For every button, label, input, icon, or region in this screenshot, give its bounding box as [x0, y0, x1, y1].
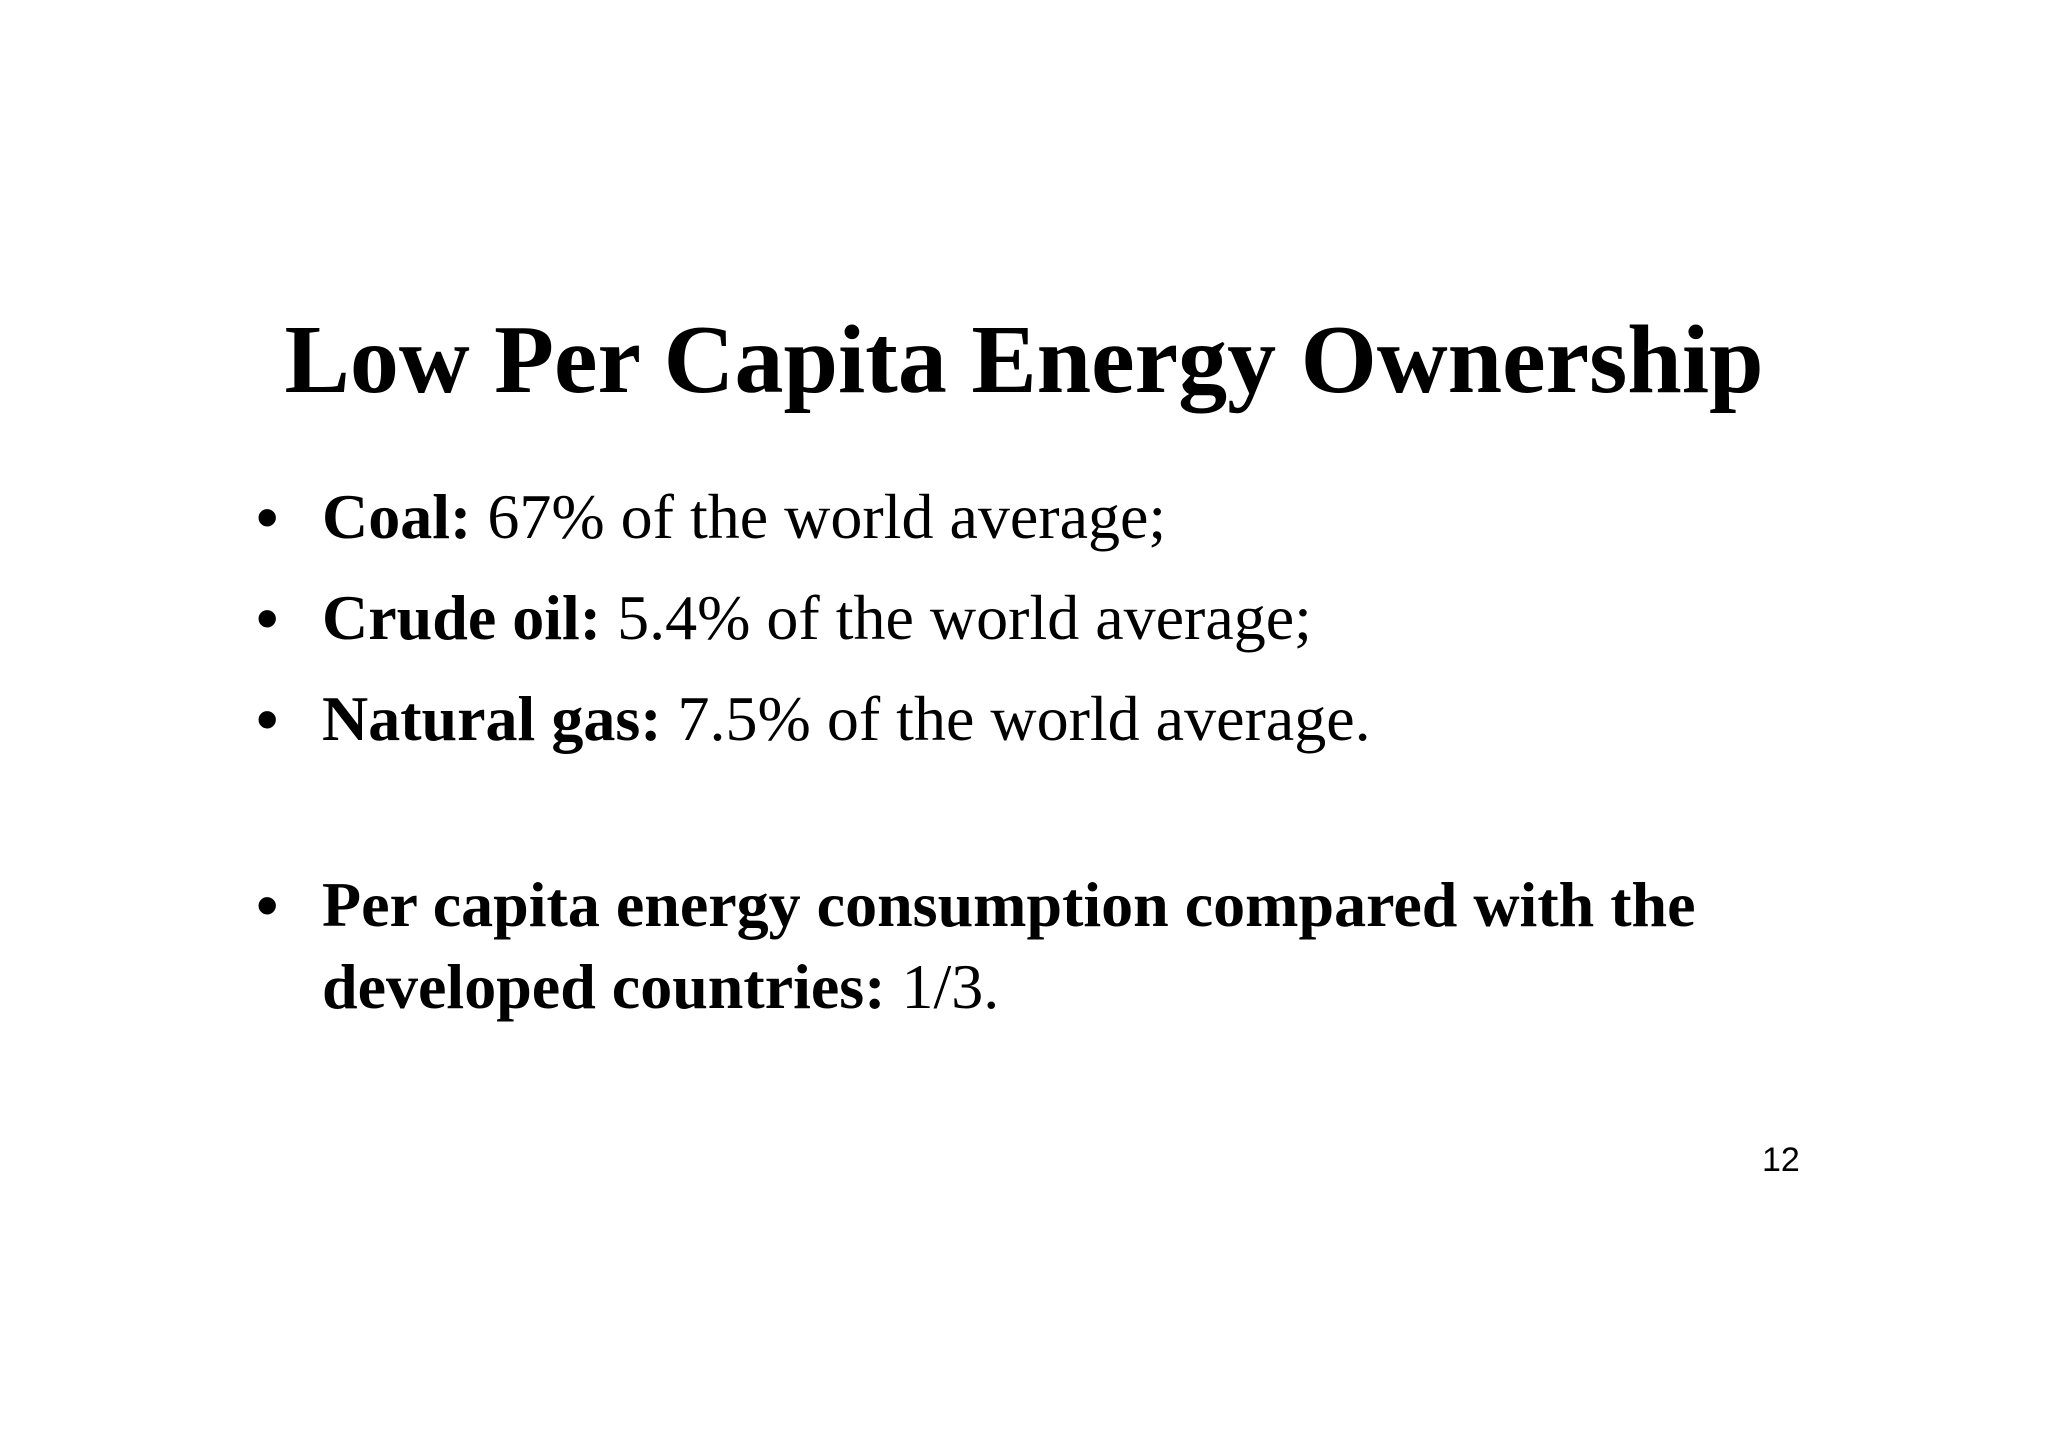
- bullet-icon: •: [256, 869, 279, 941]
- bullet-item-crude-oil: • Crude oil: 5.4% of the world average;: [256, 577, 1856, 659]
- bullet-text: 7.5% of the world average.: [661, 683, 1371, 754]
- bullet-item-per-capita-consumption: • Per capita energy consumption compared…: [256, 864, 1856, 1028]
- bullet-text: 5.4% of the world average;: [601, 582, 1312, 653]
- bullet-text: 67% of the world average;: [471, 481, 1167, 552]
- page-number: 12: [1762, 1141, 1800, 1179]
- bullet-item-natural-gas: • Natural gas: 7.5% of the world average…: [256, 678, 1856, 760]
- bullet-icon: •: [256, 481, 279, 553]
- bullet-icon: •: [256, 582, 279, 654]
- bullet-item-coal: • Coal: 67% of the world average;: [256, 476, 1856, 558]
- bullet-label: Crude oil:: [322, 582, 602, 653]
- bullet-label: Coal:: [322, 481, 472, 552]
- bullet-list: • Coal: 67% of the world average; • Crud…: [256, 476, 1856, 1047]
- bullet-icon: •: [256, 683, 279, 755]
- slide-title: Low Per Capita Energy Ownership: [284, 306, 1764, 414]
- bullet-text: 1/3.: [885, 951, 1000, 1022]
- bullet-label: Natural gas:: [322, 683, 662, 754]
- bullet-label: Per capita energy consumption compared w…: [322, 869, 1696, 1022]
